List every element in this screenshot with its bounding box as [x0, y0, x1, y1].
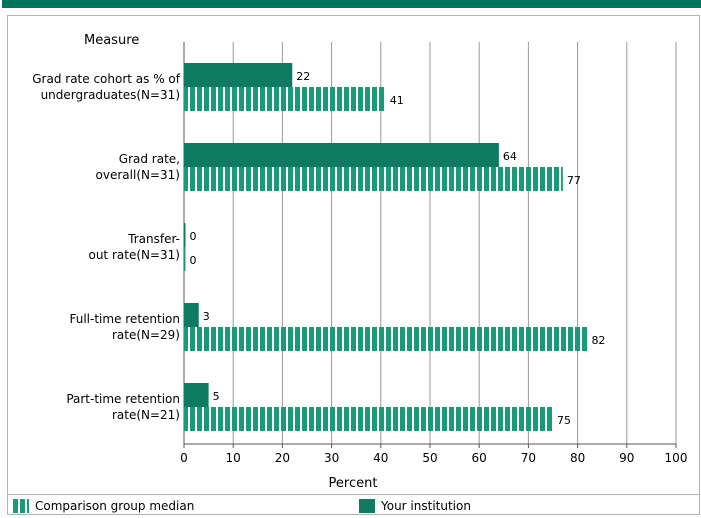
- category-label: undergraduates(N=31): [41, 88, 180, 102]
- category-label: rate(N=21): [112, 408, 180, 422]
- value-label-institution: 64: [503, 150, 517, 163]
- bar-institution: [184, 383, 209, 407]
- category-axis-title: Measure: [84, 33, 139, 48]
- comparison-swatch: [13, 499, 29, 513]
- chart-frame: 0 10 20 30 40 50 60 70 80 90 100 Grad rate cohort a…: [7, 15, 700, 515]
- legend: Comparison group median Your institution: [7, 494, 700, 517]
- category-label: overall(N=31): [96, 168, 180, 182]
- x-tick-label: 10: [226, 451, 241, 465]
- x-tick-label: 80: [570, 451, 585, 465]
- x-tick-label: 100: [665, 451, 688, 465]
- x-tick-label: 30: [324, 451, 339, 465]
- category-label: Grad rate,: [119, 152, 180, 166]
- legend-label-institution: Your institution: [381, 499, 471, 513]
- bar-comparison: [184, 247, 186, 271]
- category-label: Full-time retention: [69, 312, 180, 326]
- value-label-institution: 3: [203, 310, 210, 323]
- legend-item-institution: Your institution: [359, 499, 471, 513]
- x-tick-label: 90: [619, 451, 634, 465]
- institution-swatch: [359, 499, 375, 513]
- category-label: out rate(N=31): [88, 248, 180, 262]
- x-axis-title: Percent: [329, 476, 378, 491]
- category-label: Part-time retention: [66, 392, 180, 406]
- value-label-institution: 0: [190, 230, 197, 243]
- bar-institution: [184, 223, 186, 247]
- legend-item-comparison: Comparison group median: [13, 499, 194, 513]
- x-tick-label: 70: [521, 451, 536, 465]
- value-label-comparison: 77: [567, 174, 581, 187]
- category-label: Grad rate cohort as % of: [32, 72, 181, 86]
- bar-comparison: [184, 407, 553, 431]
- bar-comparison: [184, 167, 563, 191]
- value-label-comparison: 41: [390, 94, 404, 107]
- category-label: Transfer-: [127, 232, 180, 246]
- x-tick-label: 60: [472, 451, 487, 465]
- x-tick-label: 50: [422, 451, 437, 465]
- x-tick-label: 0: [180, 451, 188, 465]
- bar-comparison: [184, 87, 386, 111]
- category-label: rate(N=29): [112, 328, 180, 342]
- value-label-comparison: 82: [591, 334, 605, 347]
- value-label-institution: 22: [296, 70, 310, 83]
- value-label-institution: 5: [213, 390, 220, 403]
- legend-label-comparison: Comparison group median: [35, 499, 195, 513]
- bar-comparison: [184, 327, 588, 351]
- value-label-comparison: 75: [557, 414, 571, 427]
- x-tick-label: 20: [275, 451, 290, 465]
- bar-institution: [184, 63, 293, 87]
- bar-institution: [184, 143, 499, 167]
- x-tick-label: 40: [373, 451, 388, 465]
- bar-institution: [184, 303, 199, 327]
- top-bar: [2, 0, 701, 8]
- value-label-comparison: 0: [190, 254, 197, 267]
